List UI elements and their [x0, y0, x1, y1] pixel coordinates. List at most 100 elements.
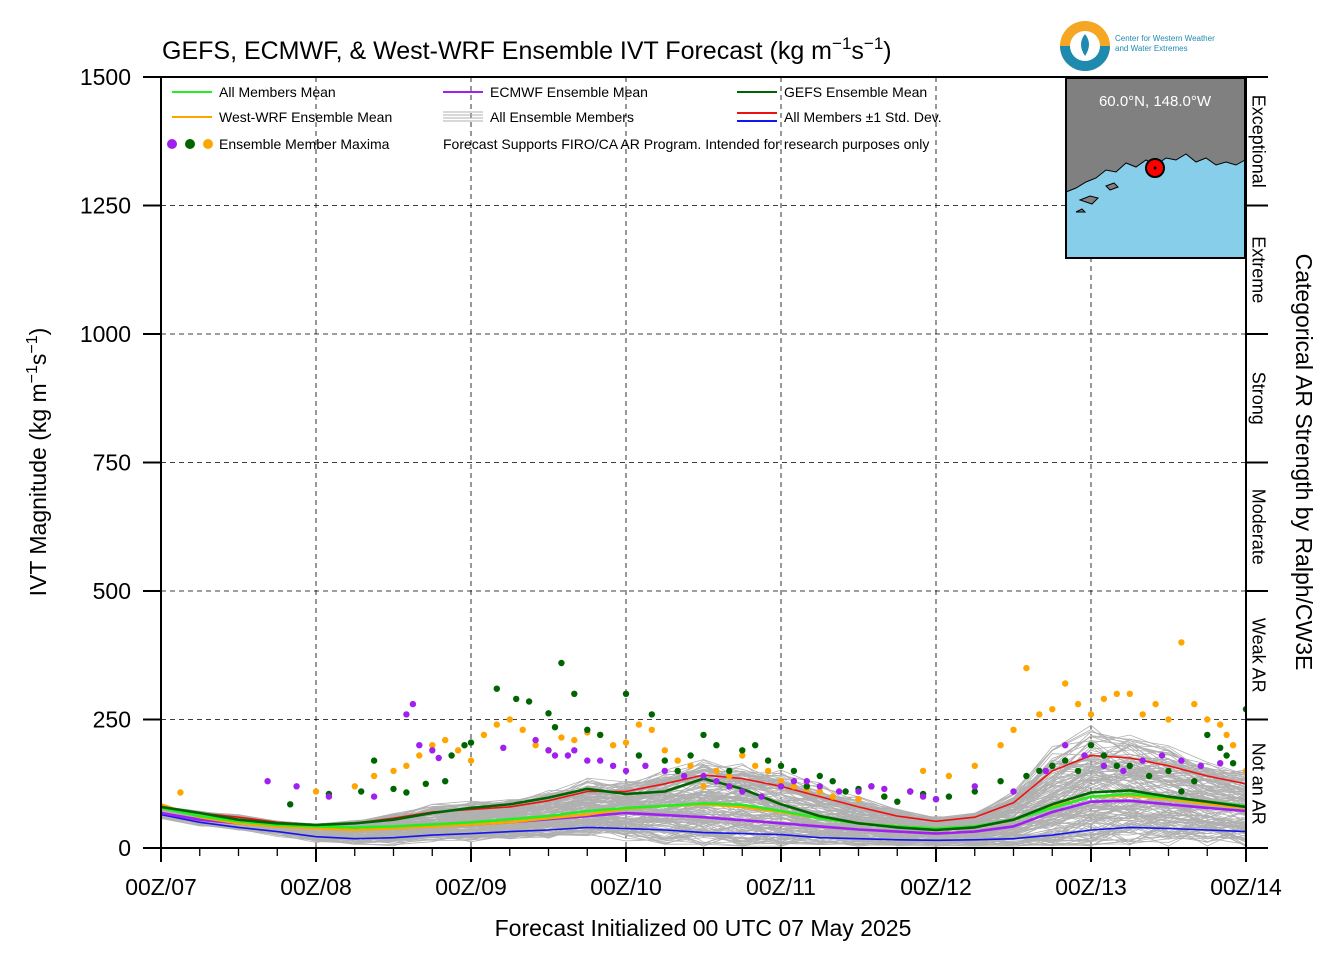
- maxima-dot-ecmwf: [1100, 762, 1108, 769]
- maxima-dot-gefs: [816, 772, 823, 780]
- maxima-dot-wrf: [1062, 680, 1069, 687]
- maxima-dot-gefs: [1087, 742, 1095, 749]
- maxima-dot-gefs: [997, 778, 1004, 785]
- maxima-dot-ecmwf: [1139, 757, 1146, 764]
- maxima-dot-wrf: [855, 796, 862, 803]
- legend-dot-wrf: [203, 139, 213, 149]
- maxima-dot-gefs: [842, 788, 849, 795]
- maxima-dot-gefs: [1036, 767, 1043, 775]
- ensemble-member-line: [161, 766, 1246, 827]
- maxima-dot-gefs: [597, 731, 604, 739]
- maxima-dot-gefs: [764, 757, 772, 764]
- maxima-dot-ecmwf: [680, 772, 688, 780]
- maxima-dot-wrf: [1178, 639, 1185, 646]
- maxima-dot-gefs: [1062, 757, 1069, 764]
- maxima-dot-ecmwf: [545, 747, 552, 754]
- category-label: Weak AR: [1248, 618, 1268, 693]
- maxima-dot-wrf: [467, 757, 475, 764]
- maxima-dot-gefs: [1074, 767, 1082, 775]
- maxima-dot-wrf: [532, 742, 539, 749]
- maxima-dot-wrf: [454, 747, 462, 754]
- maxima-dot-ecmwf: [790, 778, 798, 785]
- maxima-dot-ecmwf: [1178, 757, 1185, 764]
- maxima-dot-wrf: [416, 752, 423, 759]
- y-tick-label: 1000: [80, 321, 131, 347]
- maxima-dot-wrf: [506, 716, 513, 723]
- maxima-dot-gefs: [558, 659, 565, 667]
- maxima-dot-gefs: [894, 798, 901, 805]
- maxima-dot-gefs: [971, 788, 978, 795]
- maxima-dot-wrf: [997, 742, 1004, 749]
- maxima-dot-wrf: [945, 772, 953, 780]
- maxima-dot-gefs: [370, 757, 378, 764]
- maxima-dot-wrf: [429, 742, 436, 749]
- maxima-dot-wrf: [648, 726, 655, 733]
- ar-category-axis: Not an AR Weak AR Moderate Strong Extreme Exc…: [1246, 76, 1268, 849]
- maxima-dot-gefs: [739, 747, 746, 754]
- legend-maxima: Ensemble Member Maxima: [219, 136, 390, 152]
- y-tick-label: 750: [93, 450, 131, 476]
- maxima-dot-wrf: [687, 762, 694, 769]
- legend-swatch-members: [443, 111, 483, 122]
- category-label: Not an AR: [1248, 743, 1268, 825]
- ensemble-member-line: [161, 816, 1246, 847]
- logo-text-line2: and Water Extremes: [1115, 44, 1188, 53]
- y-tick-label: 1250: [80, 193, 131, 219]
- maxima-dot-ecmwf: [855, 788, 862, 795]
- x-tick-label: 00Z/08: [280, 874, 352, 900]
- maxima-dot-gefs: [442, 778, 449, 785]
- maxima-dot-wrf: [609, 742, 617, 749]
- maxima-dot-gefs: [881, 793, 888, 800]
- legend-gefs-mean: GEFS Ensemble Mean: [784, 84, 927, 100]
- legend-ecmwf-mean: ECMWF Ensemble Mean: [490, 84, 648, 100]
- maxima-dot-ecmwf: [584, 757, 591, 764]
- y-axis-label: IVT Magnitude (kg m−1s−1): [24, 328, 51, 597]
- maxima-dot-ecmwf: [435, 754, 442, 762]
- maxima-dot-gefs: [752, 742, 759, 749]
- maxima-dot-gefs: [461, 742, 468, 749]
- legend-wrf-mean: West-WRF Ensemble Mean: [219, 109, 392, 125]
- maxima-dot-wrf: [1074, 700, 1082, 708]
- maxima-dot-gefs: [1165, 767, 1172, 775]
- maxima-dot-wrf: [1191, 700, 1198, 708]
- y-tick-label: 0: [118, 835, 131, 861]
- maxima-dot-wrf: [1087, 711, 1095, 718]
- maxima-dot-gefs: [713, 742, 720, 749]
- maxima-dot-gefs: [551, 724, 559, 731]
- maxima-dot-wrf: [752, 762, 759, 769]
- maxima-dot-gefs: [687, 752, 694, 759]
- maxima-dot-gefs: [1223, 752, 1230, 759]
- maxima-dot-ecmwf: [661, 767, 668, 775]
- maxima-dot-gefs: [358, 788, 365, 795]
- maxima-dot-gefs: [777, 762, 785, 769]
- maxima-dot-wrf: [1204, 716, 1211, 723]
- maxima-dot-gefs: [1191, 778, 1198, 785]
- maxima-dot-wrf: [1152, 700, 1159, 708]
- maxima-dot-gefs: [829, 778, 836, 785]
- maxima-dot-wrf: [661, 747, 668, 754]
- maxima-dot-gefs: [571, 690, 578, 697]
- maxima-dot-ecmwf: [597, 757, 604, 764]
- maxima-dot-ecmwf: [1062, 742, 1069, 749]
- maxima-dot-ecmwf: [835, 788, 843, 795]
- maxima-dot-wrf: [442, 736, 449, 744]
- x-axis: 00Z/07 00Z/08 00Z/09 00Z/10 00Z/11 00Z/12 00Z/…: [125, 848, 1282, 900]
- category-label: Extreme: [1248, 236, 1268, 303]
- maxima-dot-ecmwf: [907, 788, 914, 795]
- maxima-dot-ecmwf: [739, 788, 746, 795]
- maxima-dot-ecmwf: [803, 778, 810, 785]
- ensemble-member-line: [161, 811, 1246, 842]
- x-axis-label: Forecast Initialized 00 UTC 07 May 2025: [495, 915, 912, 941]
- maxima-dot-gefs: [622, 690, 630, 697]
- legend-dot-ecmwf: [167, 139, 177, 149]
- legend-all-members: All Ensemble Members: [490, 109, 634, 125]
- maxima-dot-gefs: [390, 785, 397, 793]
- maxima-dot-ecmwf: [777, 783, 785, 790]
- maxima-dot-wrf: [312, 788, 320, 795]
- maxima-dot-gefs: [287, 801, 294, 808]
- maxima-dot-wrf: [713, 767, 720, 775]
- legend-note: Forecast Supports FIRO/CA AR Program. In…: [443, 136, 929, 152]
- maxima-dot-wrf: [1126, 690, 1134, 697]
- legend-dot-gefs: [185, 139, 195, 149]
- maxima-dot-ecmwf: [1217, 760, 1224, 767]
